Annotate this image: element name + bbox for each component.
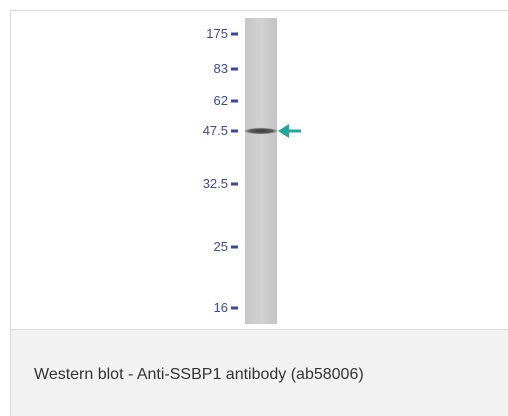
marker-label: 32.5 [203,176,228,191]
marker-tick [231,32,238,36]
marker-tick [231,182,238,186]
marker-label: 62 [214,93,228,108]
gel-lane [245,18,277,324]
marker-tick [231,245,238,249]
protein-band [244,127,278,135]
molecular-weight-markers: 175 83 62 47.5 32.5 25 16 [203,26,238,315]
marker-tick [231,67,238,71]
figure-caption: Western blot - Anti-SSBP1 antibody (ab58… [34,366,364,383]
caption-bar: Western blot - Anti-SSBP1 antibody (ab58… [10,330,508,416]
blot-image-panel: 175 83 62 47.5 32.5 25 16 [10,10,508,330]
marker-label: 47.5 [203,123,228,138]
marker-label: 16 [214,300,228,315]
marker-label: 83 [214,61,228,76]
marker-label: 175 [206,26,228,41]
band-arrow-icon [278,124,301,138]
marker-tick [231,99,238,103]
marker-tick [231,306,238,310]
western-blot-figure: 175 83 62 47.5 32.5 25 16 [203,18,301,324]
marker-tick [231,129,238,133]
marker-label: 25 [214,239,228,254]
